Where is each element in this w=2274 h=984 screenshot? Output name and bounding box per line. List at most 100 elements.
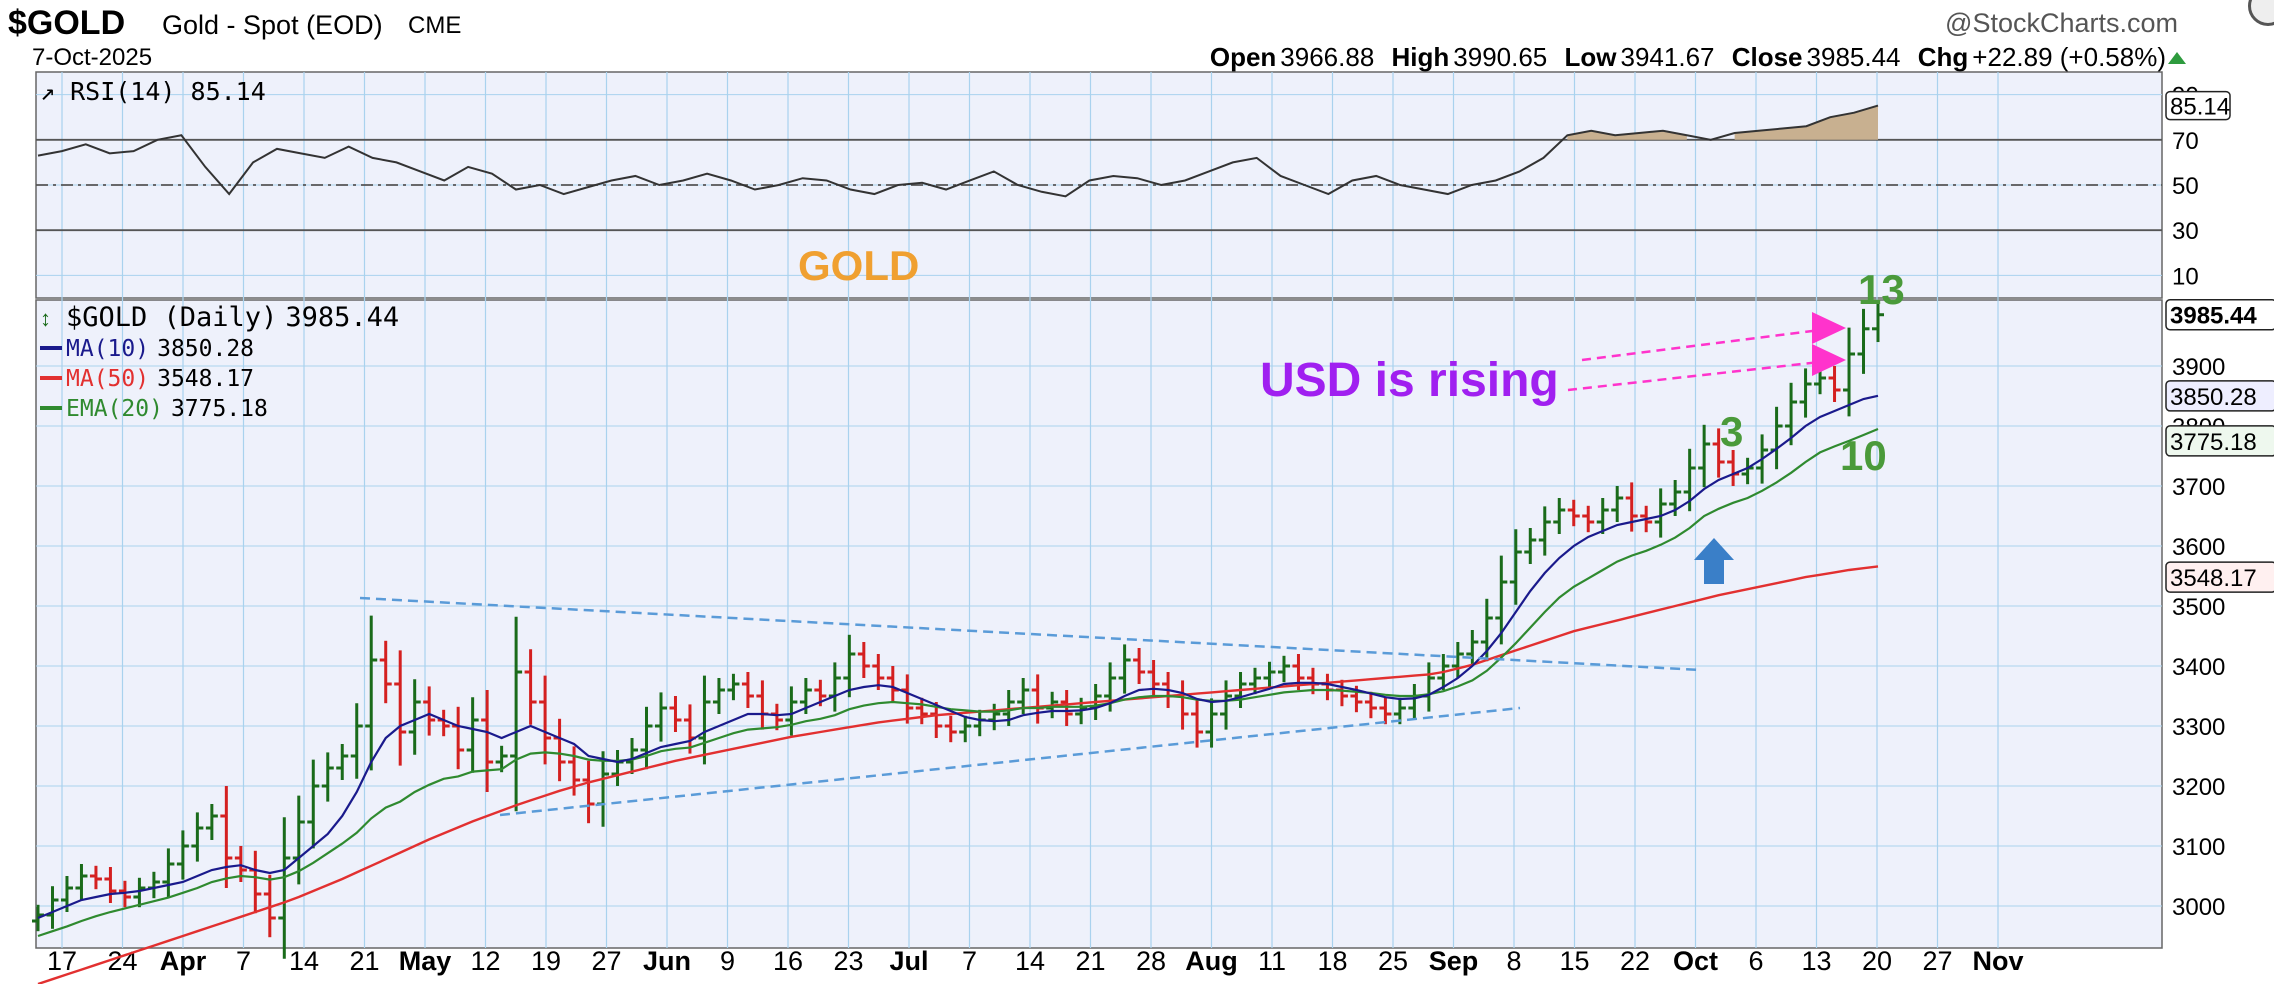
x-tick-label: 28 [1136,946,1166,976]
price-bar [741,672,754,708]
price-tick-label: 3100 [2172,834,2225,861]
price-bar [176,830,189,880]
price-bar [408,679,421,755]
high-label: High [1391,42,1450,72]
ema20-price-tag-text: 3775.18 [2170,429,2257,456]
x-tick-label: 19 [531,946,561,976]
price-bar [626,738,639,774]
price-bar [1698,424,1711,488]
x-tick-label: 18 [1317,946,1347,976]
price-bar [930,702,943,738]
count-3-annotation: 3 [1720,408,1743,455]
rsi-tick-label: 50 [2172,173,2199,200]
price-bar [698,675,711,765]
close-price-tag-text: 3985.44 [2170,303,2257,330]
rsi-line [37,104,1879,198]
price-bar [1133,648,1146,684]
price-bar [1364,691,1377,719]
rsi-value-tag [2165,90,2231,121]
x-tick-label: 17 [47,946,77,976]
x-tick-label: 27 [591,946,621,976]
x-tick-label: 13 [1801,946,1831,976]
x-tick-label: 21 [1075,946,1105,976]
price-bar [1785,382,1798,446]
x-tick-label: 7 [236,946,251,976]
x-tick-label: Sep [1429,946,1479,976]
ma50-price-tag [2165,561,2274,593]
rsi-title: ↗ RSI(14) 85.14 [40,77,266,106]
lower-trendline [499,706,1521,817]
price-bar [1625,482,1638,532]
price-tick-label: 3500 [2172,594,2225,621]
x-tick-label: 21 [349,946,379,976]
price-bar [785,686,798,736]
price-bar [1799,368,1812,418]
price-bar [495,745,508,773]
close-price-tag [2165,298,2274,331]
price-bar [1567,499,1580,527]
blue-up-arrow-icon [1694,538,1734,584]
price-bar [727,673,740,701]
price-bar [118,880,131,908]
price-bar [1596,498,1609,534]
price-bar [307,759,320,849]
ma10-price-tag [2165,380,2274,412]
low-label: Low [1564,42,1617,72]
open-value: 3966.88 [1280,42,1375,72]
x-tick-label: 9 [720,946,735,976]
rsi-overbought-fill [1567,130,1687,140]
price-bar [1060,690,1073,726]
price-bar [350,703,363,779]
x-tick-label: 11 [1258,946,1286,976]
price-panel [35,299,2163,949]
price-bar [1466,630,1479,666]
x-tick-label: 12 [470,946,500,976]
legend-value: 3775.18 [171,396,268,422]
close-label: Close [1731,42,1803,72]
price-bar [336,744,349,780]
price-bar [423,686,436,736]
price-tick-label: 3400 [2172,654,2225,681]
price-bar [944,715,957,743]
price-tick-label: 3300 [2172,714,2225,741]
close-value: 3985.44 [1806,42,1901,72]
price-tick-label: 3700 [2172,474,2225,501]
magenta-dashed-line [1567,360,1821,392]
legend-value: 3985.44 [285,302,399,333]
symbol-description: Gold - Spot (EOD) [162,10,383,40]
price-bar [466,697,479,773]
x-tick-label: 20 [1862,946,1892,976]
x-tick-label: Oct [1673,946,1718,976]
x-tick-label: 7 [962,946,977,976]
count-10-annotation: 10 [1840,432,1887,479]
price-bar [1277,655,1290,683]
price-bar [133,877,146,908]
price-bar [959,715,972,743]
ema20-price-tag [2165,425,2274,457]
rsi-tick-label: 70 [2172,128,2199,155]
price-bar [1118,644,1131,694]
price-bar [1220,680,1233,730]
price-bar [1495,555,1508,645]
x-tick-label: 6 [1748,946,1763,976]
ohlc-readout: Open 3966.88 High 3990.65 Low 3941.67 Close… [1200,42,2166,73]
brand-link[interactable]: @StockCharts.com [1945,8,2178,38]
chart-date: 7-Oct-2025 [32,44,153,71]
x-tick-label: 22 [1620,946,1650,976]
rsi-overbought-fill [1734,105,1878,140]
low-value: 3941.67 [1620,42,1715,72]
price-bar [104,867,117,903]
price-bar [1843,327,1856,417]
x-tick-label: 8 [1506,946,1521,976]
price-bar [524,649,537,725]
price-bar [1828,366,1841,402]
x-tick-label: Nov [1972,946,2023,976]
price-bar [379,640,392,704]
price-tick-label: 3200 [2172,774,2225,801]
x-tick-label: Jul [889,946,928,976]
price-bar [1451,642,1464,678]
legend-label: MA(50) 3548.17 [66,366,254,392]
legend-label: $GOLD (Daily) 3985.44 [66,302,399,333]
x-tick-label: 14 [1015,946,1045,976]
